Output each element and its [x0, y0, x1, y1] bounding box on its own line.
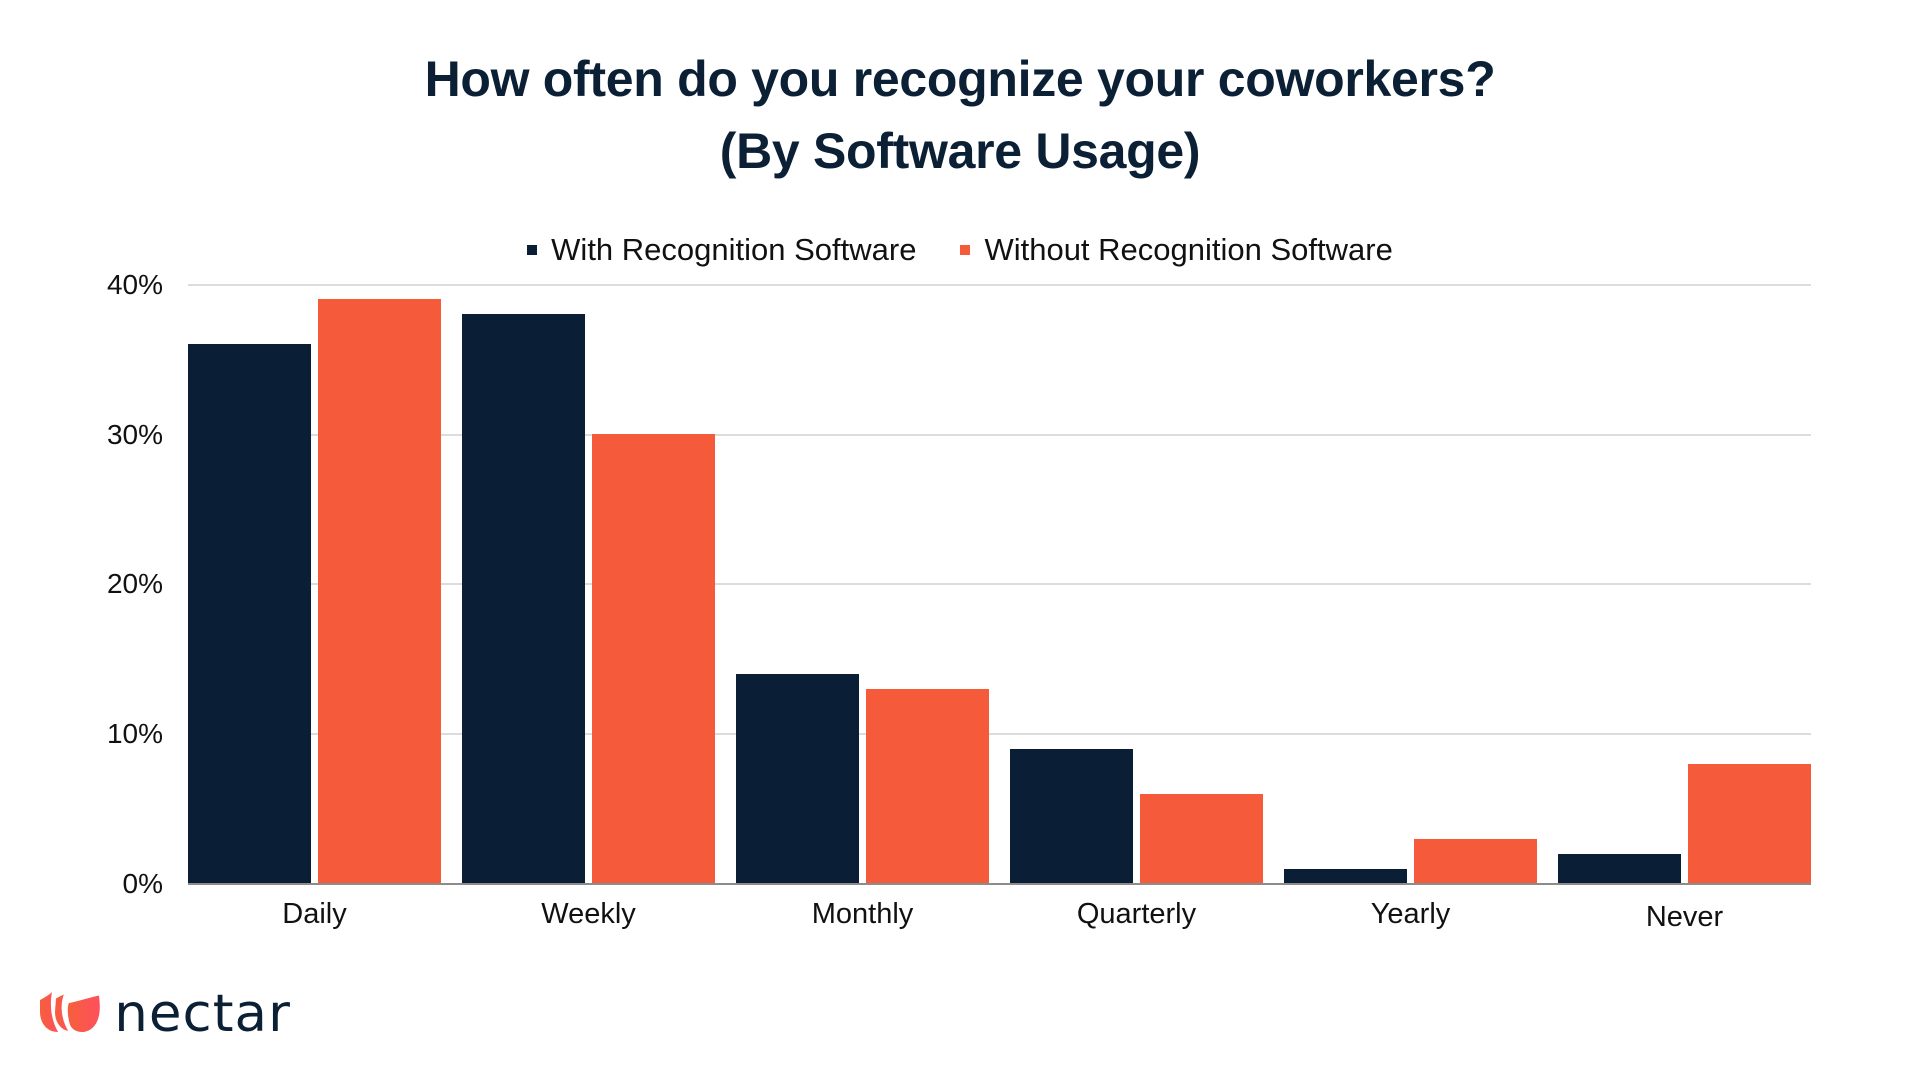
gridline-10: [188, 733, 1811, 735]
tulip-petals-icon: [40, 992, 102, 1035]
gridline-30: [188, 434, 1811, 436]
x-tick-label-monthly: Monthly: [811, 898, 914, 930]
bar-monthly-with-software: [736, 674, 859, 884]
x-tick-label-weekly: Weekly: [541, 898, 636, 930]
x-tick-label-yearly: Yearly: [1370, 898, 1451, 930]
bar-daily-without-software: [318, 299, 441, 884]
chart-title: How often do you recognize your coworker…: [424, 51, 1496, 107]
x-tick-label-never: Never: [1645, 901, 1724, 933]
bar-monthly-without-software: [866, 689, 989, 884]
x-tick-label-quarterly: Quarterly: [1076, 898, 1197, 930]
x-tick-label-daily: Daily: [282, 898, 347, 930]
legend-swatch-without-software-icon: [960, 245, 971, 255]
bar-quarterly-without-software: [1140, 794, 1263, 884]
gridline-40: [188, 284, 1811, 286]
legend-label: Without Recognition Software: [984, 232, 1393, 267]
brand-name: nectar: [114, 984, 291, 1044]
bar-never-with-software: [1558, 854, 1681, 884]
bar-yearly-with-software: [1284, 869, 1407, 884]
y-tick-label: 20%: [106, 568, 163, 599]
bar-daily-with-software: [188, 344, 311, 884]
y-tick-label: 0%: [122, 868, 163, 899]
legend-item-without-software: Without Recognition Software: [960, 232, 1393, 268]
y-tick-label: 40%: [106, 269, 163, 300]
bar-yearly-without-software: [1414, 839, 1537, 884]
nectar-logo: nectar: [38, 984, 291, 1044]
legend-label: With Recognition Software: [551, 232, 917, 267]
bar-never-without-software: [1688, 764, 1811, 884]
chart-subtitle: (By Software Usage): [719, 123, 1201, 179]
legend-item-with-software: With Recognition Software: [527, 232, 916, 268]
gridline-20: [188, 583, 1811, 585]
bar-weekly-without-software: [592, 434, 715, 884]
bar-quarterly-with-software: [1010, 749, 1133, 884]
x-axis-line: [188, 883, 1811, 885]
bar-weekly-with-software: [462, 314, 585, 884]
legend-swatch-with-software-icon: [527, 245, 538, 255]
legend: With Recognition Software Without Recogn…: [0, 232, 1920, 268]
y-tick-label: 10%: [106, 718, 163, 749]
y-tick-label: 30%: [106, 419, 163, 450]
